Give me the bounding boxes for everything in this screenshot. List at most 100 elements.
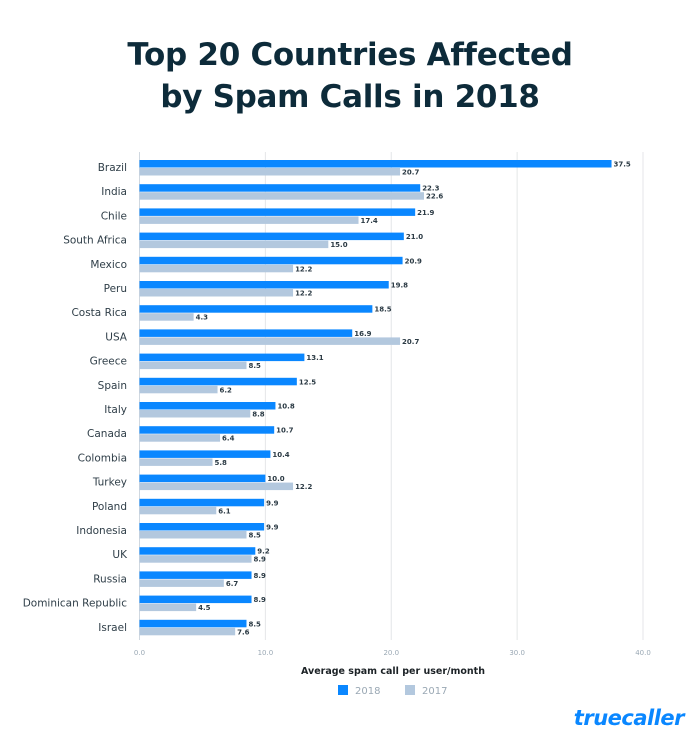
x-tick-label: 20.0 [383, 649, 399, 657]
chart-title-line-1: Top 20 Countries Affected [127, 37, 573, 73]
data-label: 4.3 [196, 314, 209, 322]
data-label: 6.1 [218, 507, 231, 515]
chart-title: Top 20 Countries Affected by Spam Calls … [0, 34, 700, 118]
data-label: 8.5 [248, 620, 261, 628]
data-label: 8.9 [254, 596, 267, 604]
bar-2018 [139, 353, 305, 362]
data-label: 6.4 [222, 435, 235, 443]
bar-2018 [139, 232, 404, 241]
bar-2018 [139, 450, 271, 458]
category-label: Russia [93, 573, 127, 585]
data-label: 15.0 [330, 241, 347, 249]
bar-2018 [139, 595, 252, 604]
bar-2018 [139, 256, 403, 265]
data-label: 10.4 [272, 451, 289, 459]
bar-2017 [139, 434, 221, 442]
category-label: India [101, 186, 127, 198]
bar-2017 [139, 555, 252, 563]
bar-2017 [139, 410, 251, 418]
bar-2018 [139, 377, 297, 386]
data-label: 9.9 [266, 524, 279, 532]
chart-title-line-2: by Spam Calls in 2018 [160, 79, 540, 115]
data-label: 22.3 [422, 185, 439, 193]
legend-label-2018: 2018 [355, 686, 380, 697]
bar-2017 [139, 289, 294, 297]
data-label: 10.7 [276, 427, 293, 435]
data-label: 19.8 [391, 282, 408, 290]
legend-swatch-2018 [338, 685, 348, 695]
category-label: Italy [104, 404, 127, 416]
category-label: Mexico [90, 259, 127, 271]
bar-2018 [139, 523, 265, 531]
data-label: 8.5 [248, 362, 261, 370]
bar-2017 [139, 216, 359, 224]
bar-2017 [139, 192, 424, 200]
x-tick-label: 30.0 [509, 649, 525, 657]
legend-label-2017: 2017 [422, 686, 447, 697]
data-label: 22.6 [426, 193, 443, 201]
bar-2017 [139, 603, 197, 612]
bar-2018 [139, 498, 265, 507]
bar-2018 [139, 426, 275, 434]
bar-2017 [139, 168, 401, 176]
category-label: Chile [101, 210, 127, 222]
data-label: 10.0 [267, 475, 284, 483]
bar-2018 [139, 329, 353, 337]
bar-2017 [139, 579, 224, 587]
bar-2018 [139, 619, 247, 628]
category-label: Colombia [78, 452, 127, 464]
bar-2017 [139, 458, 213, 466]
bar-2018 [139, 571, 252, 579]
data-label: 9.2 [257, 548, 270, 556]
bar-2018 [139, 184, 421, 192]
data-label: 21.0 [406, 233, 423, 241]
data-label: 37.5 [614, 161, 631, 169]
bar-2018 [139, 208, 416, 216]
data-label: 20.9 [405, 257, 422, 265]
bar-2018 [139, 281, 389, 289]
data-label: 8.9 [254, 572, 267, 580]
x-tick-label: 0.0 [134, 649, 145, 657]
category-label: Peru [104, 283, 127, 295]
truecaller-logo: truecaller [573, 706, 685, 730]
data-label: 18.5 [374, 306, 391, 314]
data-label: 16.9 [354, 330, 371, 338]
category-label: Dominican Republic [23, 598, 128, 610]
data-label: 10.8 [277, 403, 294, 411]
bar-2018 [139, 305, 373, 313]
data-label: 13.1 [306, 354, 323, 362]
bar-2017 [139, 531, 247, 539]
data-label: 20.7 [402, 338, 419, 346]
data-label: 12.2 [295, 483, 312, 491]
category-label: UK [112, 549, 128, 561]
category-label: South Africa [63, 235, 127, 247]
category-label: Greece [90, 356, 127, 368]
bar-2017 [139, 240, 329, 249]
data-label: 8.5 [248, 532, 261, 540]
bar-2017 [139, 361, 247, 370]
data-label: 21.9 [417, 209, 434, 217]
bar-2018 [139, 402, 276, 410]
category-label: Israel [98, 622, 127, 634]
bar-2018 [139, 547, 256, 555]
category-label: Brazil [98, 162, 127, 174]
data-label: 6.2 [220, 386, 233, 394]
bar-2017 [139, 506, 217, 515]
x-tick-label: 10.0 [258, 649, 274, 657]
data-label: 6.7 [226, 580, 239, 588]
bar-2018 [139, 474, 266, 483]
x-tick-label: 40.0 [635, 649, 651, 657]
data-label: 12.2 [295, 265, 312, 273]
bar-2017 [139, 264, 294, 273]
data-label: 12.5 [299, 378, 316, 386]
category-label: Spain [98, 380, 127, 392]
data-label: 9.9 [266, 499, 279, 507]
x-axis-title: Average spam call per user/month [301, 666, 485, 677]
bar-2017 [139, 627, 236, 636]
data-label: 8.9 [254, 556, 267, 564]
category-label: Poland [92, 501, 127, 513]
category-label: Indonesia [76, 525, 127, 537]
bar-2017 [139, 385, 218, 394]
bar-2018 [139, 160, 612, 168]
